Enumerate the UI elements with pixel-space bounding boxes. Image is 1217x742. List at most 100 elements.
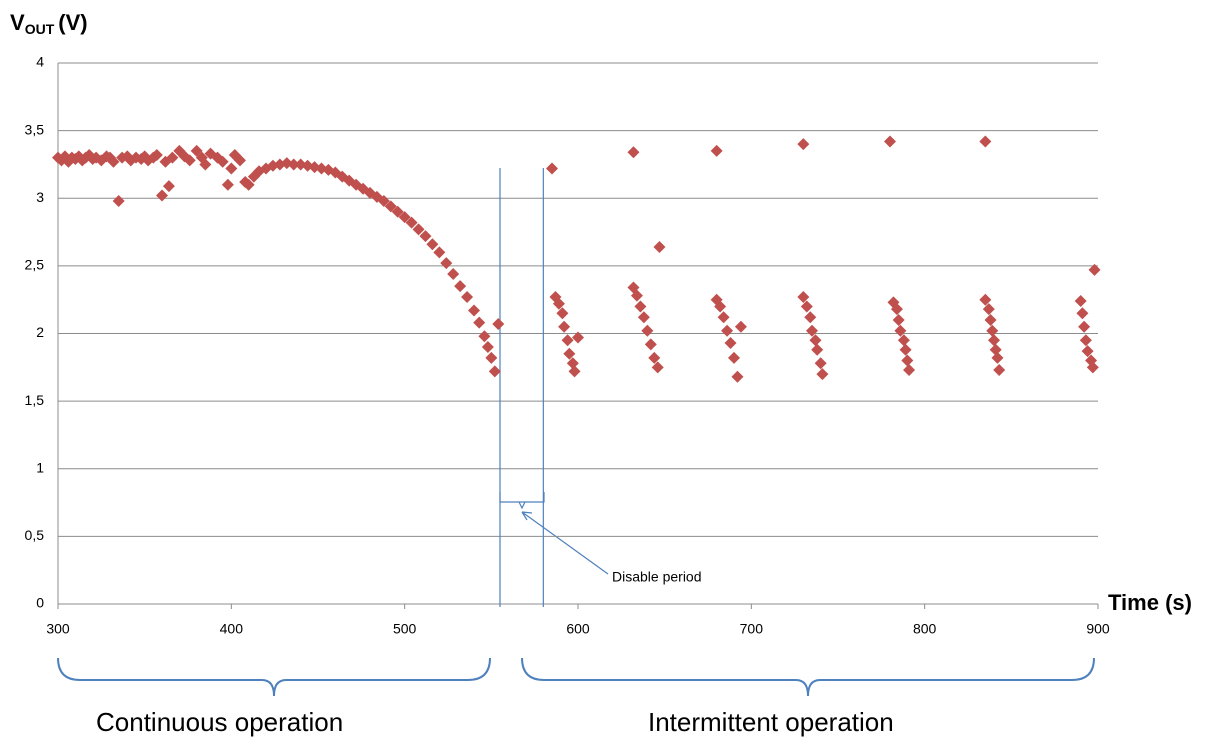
point — [641, 324, 654, 337]
point — [426, 238, 439, 251]
point — [405, 216, 418, 229]
point — [982, 303, 995, 316]
point — [644, 338, 657, 351]
disable-bracket — [499, 492, 609, 575]
point — [112, 194, 125, 207]
point — [225, 162, 238, 175]
point — [199, 158, 212, 171]
point — [903, 364, 916, 377]
point — [890, 303, 903, 316]
x-axis-title: Time (s) — [1108, 590, 1192, 615]
point — [648, 351, 661, 364]
point — [216, 155, 229, 168]
x-tick-label: 700 — [740, 621, 764, 637]
point — [811, 343, 824, 356]
point — [809, 334, 822, 347]
point — [728, 351, 740, 364]
point — [797, 138, 810, 151]
x-tick-label: 900 — [1086, 621, 1110, 637]
point — [1079, 334, 1092, 347]
point — [627, 146, 640, 159]
point — [637, 311, 650, 324]
point — [563, 347, 576, 360]
point — [468, 304, 480, 317]
point — [653, 240, 666, 253]
intermittent-bracket — [521, 657, 1095, 697]
point — [478, 330, 491, 343]
point — [892, 313, 905, 326]
x-tick-label: 300 — [46, 621, 70, 637]
point — [804, 311, 817, 324]
point — [634, 300, 647, 313]
point — [816, 368, 829, 381]
y-tick-label: 1 — [36, 459, 44, 475]
point — [1088, 263, 1101, 276]
point — [1078, 320, 1091, 333]
point — [1086, 361, 1099, 374]
point — [447, 267, 460, 280]
point — [391, 205, 404, 218]
point — [572, 331, 584, 344]
point — [988, 334, 1000, 347]
point — [485, 351, 498, 364]
point — [556, 307, 569, 320]
point — [433, 246, 446, 259]
point — [546, 162, 558, 175]
disable-arrow — [521, 511, 609, 575]
point — [150, 148, 163, 161]
point — [412, 223, 425, 236]
point — [156, 189, 168, 202]
point — [651, 361, 664, 374]
point — [287, 158, 300, 171]
intermittent-label: Intermittent operation — [648, 707, 894, 737]
disable-label: Disable period — [612, 569, 702, 585]
point — [488, 365, 501, 378]
point — [419, 230, 432, 243]
point — [461, 290, 474, 303]
point — [989, 343, 1002, 356]
point — [814, 357, 827, 370]
point — [221, 178, 234, 191]
point — [183, 154, 196, 167]
y-label-unit: (V) — [58, 10, 87, 35]
point — [717, 311, 730, 324]
point — [800, 300, 813, 313]
point — [724, 336, 737, 349]
y-tick-label: 0 — [36, 595, 44, 611]
y-tick-label: 0,5 — [25, 527, 45, 543]
point — [166, 151, 179, 164]
point — [884, 135, 896, 148]
y-tick-label: 3 — [36, 189, 44, 205]
point — [561, 334, 574, 347]
point — [806, 324, 818, 337]
point — [440, 257, 453, 270]
x-tick-label: 500 — [393, 621, 417, 637]
point — [710, 144, 723, 157]
point — [993, 364, 1006, 377]
point — [734, 320, 747, 333]
point — [384, 200, 397, 213]
point — [899, 343, 912, 356]
point — [234, 154, 246, 167]
point — [398, 211, 411, 224]
point — [552, 297, 565, 310]
point — [979, 293, 992, 306]
point — [897, 334, 910, 347]
point — [797, 290, 810, 303]
y-axis-title: VOUT (V) — [10, 10, 88, 37]
point — [377, 194, 390, 207]
y-label-sub: OUT — [25, 21, 55, 37]
point — [558, 320, 571, 333]
y-tick-label: 2,5 — [25, 257, 45, 273]
x-tick-label: 400 — [220, 621, 244, 637]
point — [473, 316, 486, 329]
brackets — [57, 657, 1095, 697]
y-label-main: V — [10, 10, 25, 35]
point — [1081, 345, 1094, 358]
point — [481, 341, 494, 354]
y-tick-label: 4 — [36, 54, 44, 70]
point — [894, 324, 907, 337]
point — [630, 289, 643, 302]
point — [1076, 307, 1089, 320]
